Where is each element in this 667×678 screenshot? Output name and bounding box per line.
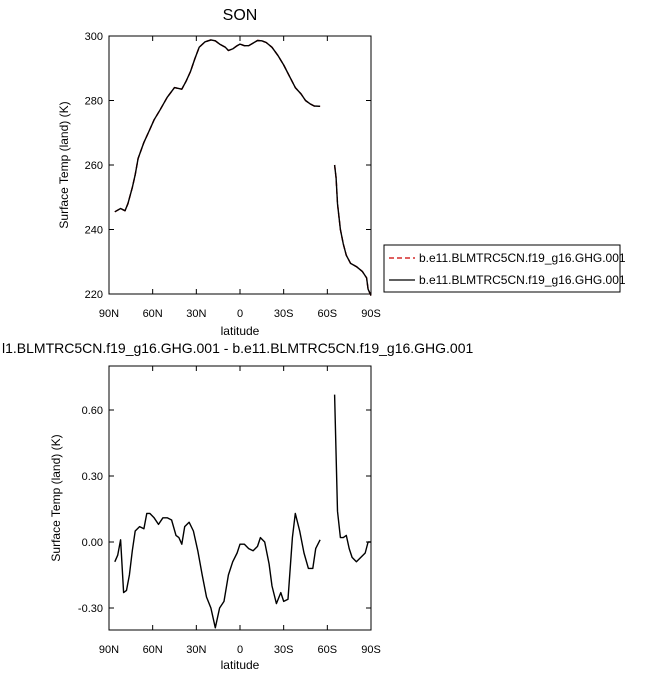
x-tick-label: 30N (186, 308, 206, 320)
top-series-lines (114, 39, 372, 296)
x-tick-label: 30S (274, 644, 294, 656)
y-tick-label: 0.00 (82, 537, 103, 549)
bottom-series-lines (114, 394, 371, 629)
y-tick-label: 300 (85, 31, 103, 43)
x-tick-label: 30S (274, 308, 294, 320)
y-tick-label: -0.30 (78, 603, 103, 615)
series-1-segment-1-line (114, 39, 321, 213)
top-x-axis-label: latitude (221, 324, 260, 338)
bottom-x-axis: 90N 60N 30N 0 30S 60S 90S (99, 366, 381, 656)
bottom-y-axis-label: Surface Temp (land) (K) (49, 434, 63, 561)
series-1-segment-1-line (114, 512, 321, 629)
top-plot-frame (108, 35, 372, 295)
series-1-segment-2-line (333, 394, 371, 563)
x-tick-label: 60N (143, 308, 163, 320)
x-tick-label: 90N (99, 644, 119, 656)
legend: b.e11.BLMTRC5CN.f19_g16.GHG.001 b.e11.BL… (383, 244, 626, 293)
y-tick-label: 0.30 (82, 471, 103, 483)
y-tick-label: 0.60 (82, 405, 103, 417)
x-tick-label: 0 (237, 644, 243, 656)
series-2-segment-1-line (114, 39, 321, 213)
y-tick-label: 240 (85, 225, 103, 237)
x-tick-label: 60S (318, 308, 338, 320)
legend-entry-2: b.e11.BLMTRC5CN.f19_g16.GHG.001 (419, 273, 626, 287)
x-tick-label: 90N (99, 308, 119, 320)
bottom-x-axis-label: latitude (221, 658, 260, 672)
y-tick-label: 220 (85, 289, 103, 301)
bottom-plot-frame (108, 365, 372, 631)
x-tick-label: 60N (143, 644, 163, 656)
top-y-axis-label: Surface Temp (land) (K) (57, 101, 71, 228)
x-tick-label: 90S (361, 308, 381, 320)
top-chart-title: SON (223, 7, 258, 24)
bottom-panel: l1.BLMTRC5CN.f19_g16.GHG.001 - b.e11.BLM… (2, 340, 474, 672)
x-tick-label: 60S (318, 644, 338, 656)
top-y-axis: 220 240 260 280 300 (85, 31, 371, 301)
series-2-segment-2-line (333, 164, 372, 296)
y-tick-label: 260 (85, 160, 103, 172)
bottom-y-axis: -0.30 0.00 0.30 0.60 (78, 405, 371, 615)
legend-entry-1: b.e11.BLMTRC5CN.f19_g16.GHG.001 (419, 251, 626, 265)
legend-box (383, 244, 621, 293)
bottom-chart-title: l1.BLMTRC5CN.f19_g16.GHG.001 - b.e11.BLM… (2, 340, 474, 356)
x-tick-label: 30N (186, 644, 206, 656)
y-tick-label: 280 (85, 96, 103, 108)
x-tick-label: 90S (361, 644, 381, 656)
top-x-axis: 90N 60N 30N 0 30S 60S 90S (99, 36, 381, 320)
x-tick-label: 0 (237, 308, 243, 320)
